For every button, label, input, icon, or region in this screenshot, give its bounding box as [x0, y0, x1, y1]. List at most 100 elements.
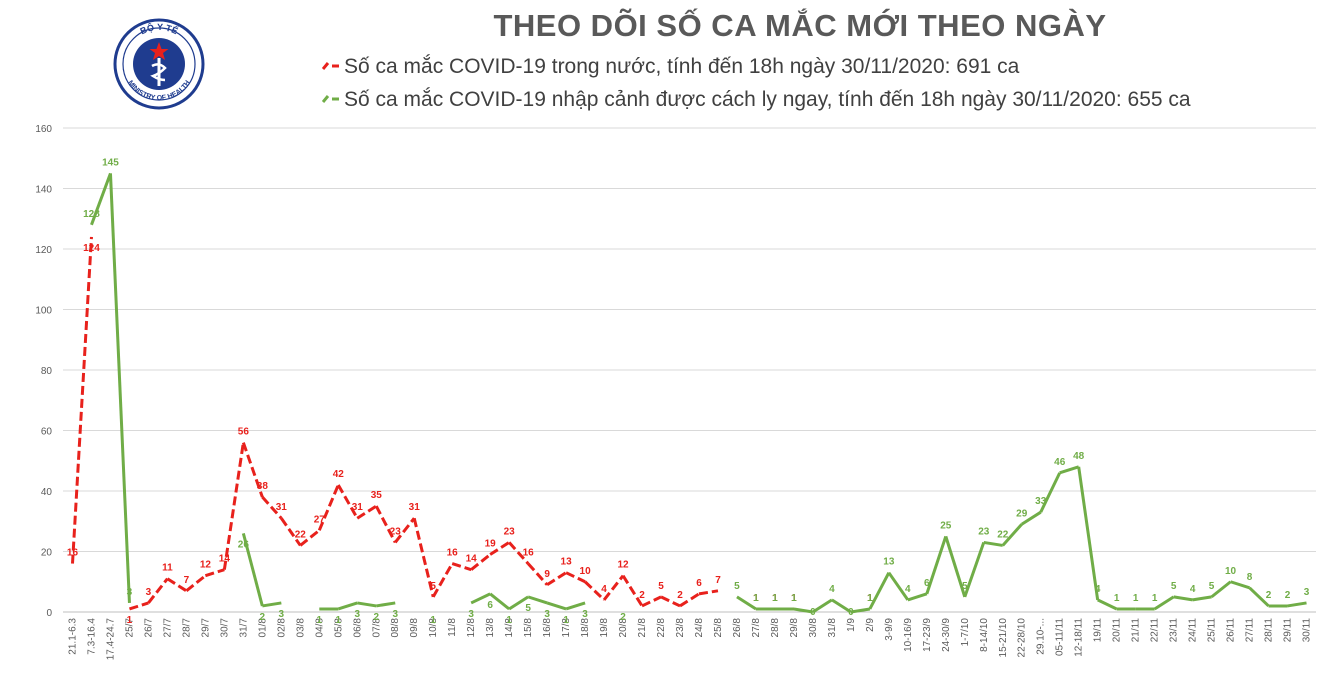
data-label: 1 [563, 615, 569, 626]
data-label: 5 [430, 581, 436, 592]
legend-label-imported: Số ca mắc COVID-19 nhập cảnh được cách l… [344, 88, 1191, 111]
series-imported [90, 172, 1307, 614]
logo-text-top: BỘ Y TẾ [139, 21, 180, 36]
x-tick-label: 17-23/9 [922, 618, 933, 652]
y-tick-label: 160 [35, 124, 52, 135]
series-segment [1173, 595, 1193, 602]
x-tick-label: 06/8 [352, 618, 363, 638]
x-tick-label: 01/8 [257, 618, 268, 638]
x-tick-label: 24/11 [1188, 618, 1199, 643]
data-label: 22 [997, 529, 1009, 540]
x-tick-label: 29/7 [200, 618, 211, 638]
data-label: 3 [279, 609, 285, 620]
series-segment [336, 484, 359, 519]
x-tick-label: 21/8 [637, 618, 648, 638]
series-segment [546, 601, 567, 611]
data-label: 4 [1190, 584, 1196, 595]
series-segment [470, 553, 492, 571]
data-label: 7 [184, 575, 190, 586]
data-label: 42 [333, 469, 345, 480]
data-label: 14 [466, 554, 478, 565]
x-tick-label: 25/8 [713, 618, 724, 638]
series-segment [280, 517, 302, 547]
x-tick-label: 22/11 [1150, 618, 1161, 643]
legend-item-imported: Số ca mắc COVID-19 nhập cảnh được cách l… [322, 88, 1191, 112]
x-tick-label: 27/11 [1245, 618, 1256, 643]
data-label: 2 [1285, 590, 1291, 601]
x-tick-label: 10/8 [428, 618, 439, 638]
series-segment [508, 541, 530, 565]
series-segment [1248, 586, 1270, 608]
series-segment [944, 535, 967, 598]
data-label: 1 [791, 593, 797, 604]
series-segment [204, 568, 225, 578]
data-label: 4 [1095, 584, 1101, 595]
series-segment [412, 517, 435, 598]
data-label: 145 [102, 157, 119, 168]
x-tick-label: 19/8 [599, 618, 610, 638]
data-label: 3 [468, 609, 474, 620]
y-tick-label: 80 [41, 366, 53, 377]
series-segment [812, 598, 833, 614]
x-tick-label: 15-21/10 [998, 618, 1009, 658]
data-label: 2 [620, 612, 626, 623]
data-label: 19 [485, 539, 497, 550]
series-segment [983, 540, 1003, 547]
y-tick-label: 60 [41, 427, 53, 438]
x-tick-label: 31/8 [827, 618, 838, 638]
data-label: 1 [1133, 593, 1139, 604]
series-segment [907, 592, 928, 602]
series-segment [489, 592, 511, 611]
x-tick-label: 23/8 [675, 618, 686, 638]
series-segment [660, 595, 681, 608]
x-tick-label: 17.4-24.7 [105, 618, 116, 661]
data-label: 3 [127, 587, 133, 598]
data-label: 9 [544, 569, 550, 580]
x-tick-label: 25/11 [1207, 618, 1218, 643]
data-label: 5 [962, 581, 968, 592]
data-label: 2 [1266, 590, 1272, 601]
data-label: 1 [867, 593, 873, 604]
data-label: 1 [867, 593, 873, 604]
series-segment [850, 607, 871, 614]
series-segment [317, 484, 340, 531]
data-label: 10 [580, 566, 592, 577]
series-segment [356, 504, 378, 520]
data-label: 23 [978, 526, 990, 537]
x-tick-label: 24-30/9 [941, 618, 952, 652]
data-label: 22 [295, 529, 307, 540]
data-label: 14 [219, 554, 231, 565]
series-segment [602, 574, 625, 601]
data-label: 2 [260, 612, 266, 623]
data-label: 16 [67, 548, 79, 559]
data-label: 3 [392, 609, 398, 620]
data-label: 5 [1209, 581, 1215, 592]
data-label: 23 [504, 526, 516, 537]
svg-text:BỘ Y TẾ: BỘ Y TẾ [139, 21, 180, 36]
series-segment [147, 577, 169, 604]
series-segment [1097, 598, 1118, 611]
data-label: 1 [335, 615, 341, 626]
data-label: 11 [162, 563, 173, 574]
data-label: 1 [317, 615, 323, 626]
series-segment [1001, 523, 1023, 547]
x-tick-label: 14/8 [504, 618, 515, 638]
series-segment [337, 601, 358, 611]
data-label: 1 [1152, 593, 1158, 604]
series-segment [70, 236, 93, 564]
data-label: 27 [314, 514, 326, 525]
series-segment [470, 592, 491, 605]
data-label: 12 [200, 560, 212, 571]
data-label: 5 [734, 581, 740, 592]
series-segment [374, 505, 397, 544]
series-segment [831, 598, 852, 614]
data-label: 31 [276, 502, 288, 513]
x-tick-label: 13/8 [485, 618, 496, 638]
series-segment [222, 442, 245, 570]
series-segment [241, 442, 264, 498]
y-tick-label: 20 [41, 548, 53, 559]
series-segment [376, 601, 396, 608]
x-tick-label: 25/7 [124, 618, 135, 638]
data-label: 7 [715, 575, 721, 586]
